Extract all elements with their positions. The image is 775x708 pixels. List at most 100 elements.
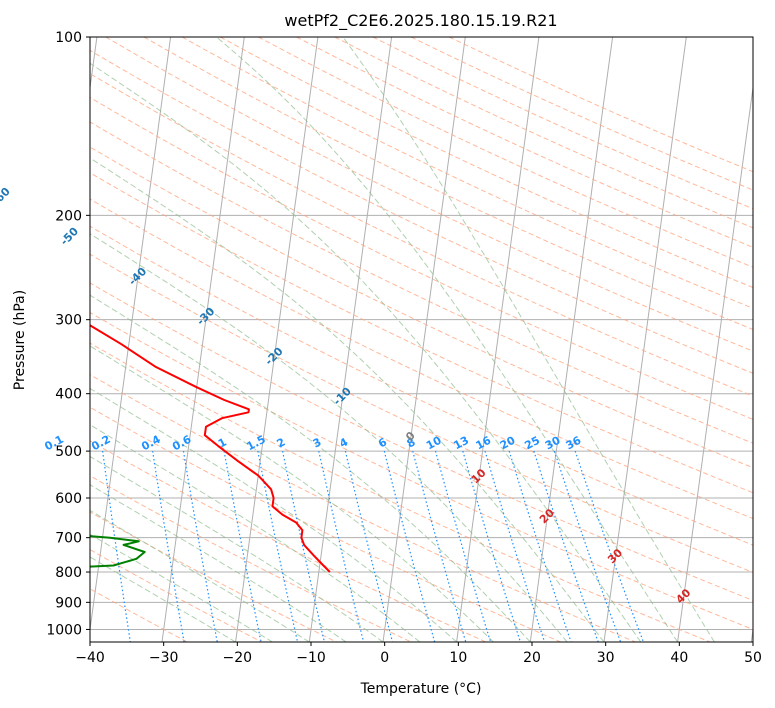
dry-adiabat-line	[334, 37, 753, 229]
y-tick-label: 300	[55, 313, 82, 329]
dry-adiabat-line	[90, 475, 412, 642]
dry-adiabat-line	[90, 549, 263, 642]
moist-adiabat-line	[90, 424, 421, 642]
moist-adiabat-line	[342, 37, 715, 642]
x-tick-label: −30	[149, 650, 179, 666]
moist-adiabat-line	[90, 294, 531, 642]
dry-adiabat-line	[143, 37, 753, 330]
x-tick-label: −40	[75, 650, 105, 666]
dry-adiabat-line	[90, 312, 753, 630]
dry-adiabat-line	[90, 172, 753, 494]
x-axis-label: Temperature (°C)	[360, 681, 482, 697]
adiabat-layer	[90, 37, 753, 642]
mixing-ratio-line	[574, 450, 644, 642]
isotherm-line	[529, 37, 614, 642]
moist-adiabat-line	[90, 387, 457, 642]
x-tick-label: 0	[380, 650, 389, 666]
dry-adiabat-line	[90, 225, 753, 546]
series-layer	[90, 324, 331, 573]
mixing-ratio-line	[152, 451, 185, 642]
y-tick-label: 500	[55, 444, 82, 460]
plot-frame	[89, 36, 754, 643]
mixing-ratio-label: 13	[451, 434, 471, 453]
dry-adiabat-line	[410, 37, 753, 191]
mixing-ratio-line	[412, 450, 467, 642]
x-tick-label: 50	[744, 650, 762, 666]
mixing-ratio-label: 4	[337, 435, 350, 450]
x-tick-label: 20	[523, 650, 541, 666]
mixing-ratio-line	[533, 450, 599, 642]
isotherm-line	[90, 37, 172, 634]
dry-adiabat-line	[90, 406, 561, 642]
x-tick-label: −20	[223, 650, 253, 666]
isotherm-line	[161, 37, 245, 642]
y-tick-label: 100	[55, 30, 82, 46]
chart-title: wetPf2_C2E6.2025.180.15.19.R21	[284, 11, 557, 31]
y-tick-label: 200	[55, 208, 82, 224]
mixing-ratio-layer	[102, 450, 644, 642]
moist-adiabat-line	[90, 62, 642, 642]
x-tick-label: 40	[670, 650, 688, 666]
mixing-ratio-label: 20	[498, 434, 518, 453]
temperature-profile-line	[90, 324, 331, 573]
mixing-ratio-line	[508, 450, 572, 642]
isotherm-line	[235, 37, 319, 642]
isotherm-label: -20	[262, 344, 285, 367]
dry-adiabat-line	[372, 37, 753, 210]
isotherm-label: -10	[331, 385, 354, 408]
mixing-ratio-line	[383, 450, 436, 642]
dry-adiabat-line	[181, 37, 753, 309]
mixing-ratio-line	[318, 450, 365, 642]
isotherm-line	[750, 625, 753, 642]
dry-adiabat-line	[90, 440, 487, 642]
y-tick-label: 800	[55, 565, 82, 581]
dry-adiabat-line	[90, 374, 636, 642]
mixing-ratio-label: 16	[474, 434, 494, 453]
mixing-ratio-line	[344, 450, 394, 642]
moist-adiabat-line	[90, 533, 273, 642]
y-tick-label: 1000	[46, 622, 82, 638]
isotherm-label: 30	[605, 546, 625, 566]
dry-adiabat-line	[258, 37, 753, 268]
mixing-ratio-line	[102, 451, 131, 642]
dry-adiabat-line	[90, 342, 711, 642]
mixing-ratio-label: 2	[275, 435, 288, 450]
mixing-ratio-line	[553, 450, 622, 642]
dry-adiabat-line	[296, 37, 753, 248]
mixing-ratio-label: 1.5	[245, 433, 268, 454]
mixing-ratio-line	[282, 450, 325, 642]
dry-adiabat-line	[90, 96, 753, 420]
y-tick-label: 700	[55, 531, 82, 547]
mixing-ratio-line	[182, 451, 218, 642]
mixing-ratio-line	[462, 450, 521, 642]
moist-adiabat-line	[90, 509, 310, 642]
dry-adiabat-line	[90, 49, 753, 374]
dry-adiabat-line	[90, 121, 753, 444]
isotherm-label: -60	[0, 185, 13, 208]
isotherm-label: -40	[126, 265, 149, 288]
moist-adiabat-line	[90, 455, 384, 642]
x-tick-label: 30	[597, 650, 615, 666]
dry-adiabat-line	[90, 146, 753, 469]
y-tick-label: 900	[55, 595, 82, 611]
moist-adiabat-line	[90, 157, 605, 642]
dry-adiabat-line	[105, 37, 753, 352]
isotherm-label: 20	[537, 506, 557, 526]
y-axis-label: Pressure (hPa)	[12, 290, 28, 390]
moist-adiabat-line	[90, 484, 347, 642]
isotherm-label: -30	[194, 305, 217, 328]
y-tick-label: 400	[55, 387, 82, 403]
mixing-ratio-line	[257, 450, 299, 642]
mixing-ratio-line	[484, 450, 546, 642]
x-tick-label: −10	[296, 650, 326, 666]
moist-adiabat-line	[90, 556, 236, 642]
moist-adiabat-line	[216, 37, 679, 642]
isotherm-line	[456, 37, 540, 642]
mixing-ratio-label: 30	[543, 434, 563, 453]
isotherm-line	[382, 37, 466, 642]
isotherm-line	[603, 37, 687, 642]
mixing-ratio-label: 10	[424, 434, 444, 453]
mixing-ratio-label: 25	[522, 434, 542, 453]
